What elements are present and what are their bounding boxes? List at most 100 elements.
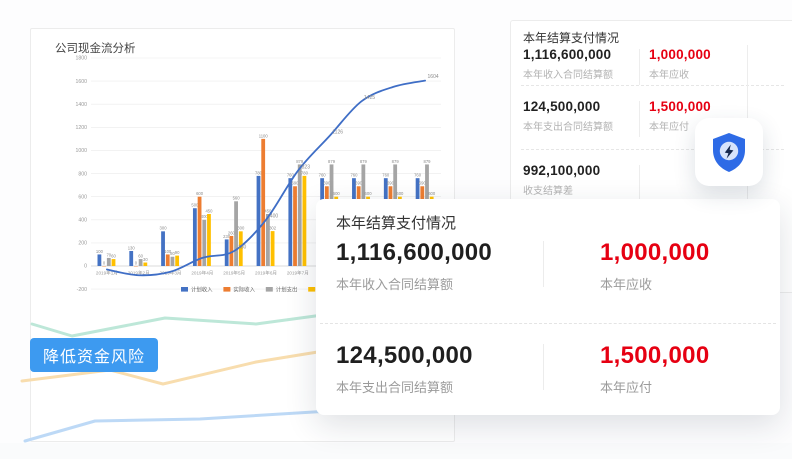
- summary-row-expense: 124,500,000 本年支出合同结算额 1,500,000 本年应付: [523, 99, 792, 145]
- svg-text:80: 80: [170, 251, 175, 256]
- svg-text:823: 823: [302, 164, 311, 170]
- svg-text:90: 90: [175, 250, 180, 255]
- svg-text:70: 70: [106, 252, 111, 257]
- svg-text:230: 230: [223, 234, 231, 239]
- svg-text:1604: 1604: [428, 74, 439, 80]
- svg-text:1000: 1000: [75, 148, 87, 154]
- overlay-row-income: 1,116,600,000 本年收入合同结算额 1,000,000 本年应收: [336, 239, 764, 303]
- svg-text:879: 879: [360, 159, 368, 164]
- svg-text:1126: 1126: [332, 129, 343, 135]
- svg-text:600: 600: [365, 191, 373, 196]
- svg-text:760: 760: [382, 173, 390, 178]
- svg-text:400: 400: [78, 217, 87, 223]
- summary-panel-title: 本年结算支付情况: [523, 31, 620, 45]
- svg-text:760: 760: [287, 173, 295, 178]
- svg-text:2019年5月: 2019年5月: [223, 270, 245, 277]
- svg-text:690: 690: [419, 181, 427, 186]
- svg-text:879: 879: [392, 159, 400, 164]
- svg-text:760: 760: [350, 173, 358, 178]
- dotted-divider: [320, 323, 776, 324]
- overlay-payable-value: 1,500,000: [600, 342, 710, 369]
- svg-text:200: 200: [78, 241, 87, 247]
- svg-text:400: 400: [201, 214, 209, 219]
- svg-text:760: 760: [319, 173, 327, 178]
- shield-lightning-icon: [713, 133, 745, 172]
- svg-text:2019年6月: 2019年6月: [255, 270, 277, 277]
- svg-text:879: 879: [296, 159, 304, 164]
- svg-text:302: 302: [269, 226, 277, 231]
- svg-text:500: 500: [191, 203, 199, 208]
- payable-label: 本年应付: [649, 122, 689, 133]
- svg-text:60: 60: [138, 253, 143, 258]
- svg-text:800: 800: [78, 171, 87, 177]
- payable-value: 1,500,000: [649, 99, 711, 114]
- income-settlement-label: 本年收入合同结算额: [523, 70, 613, 81]
- balance-label: 收支结算差: [523, 186, 573, 197]
- column-divider: [639, 165, 640, 201]
- svg-text:1200: 1200: [75, 125, 87, 131]
- svg-text:-200: -200: [77, 287, 87, 293]
- svg-text:130: 130: [238, 244, 247, 250]
- svg-text:2019年1月: 2019年1月: [96, 270, 118, 277]
- bottom-strip: [0, 443, 792, 459]
- receivable-value: 1,000,000: [649, 47, 711, 62]
- svg-text:450: 450: [264, 208, 272, 213]
- column-divider: [543, 344, 544, 390]
- dotted-divider: [521, 149, 784, 150]
- expense-settlement-label: 本年支出合同结算额: [523, 122, 613, 133]
- svg-text:260: 260: [228, 230, 236, 235]
- expense-settlement-value: 124,500,000: [523, 99, 601, 114]
- summary-row-income: 1,116,600,000 本年收入合同结算额 1,000,000 本年应收: [523, 47, 792, 93]
- svg-text:2019年4月: 2019年4月: [191, 270, 213, 277]
- overlay-income-value: 1,116,600,000: [336, 239, 493, 266]
- svg-text:879: 879: [328, 159, 336, 164]
- svg-text:2019年7月: 2019年7月: [287, 270, 309, 277]
- svg-text:780: 780: [255, 170, 263, 175]
- svg-text:600: 600: [428, 191, 436, 196]
- svg-text:600: 600: [396, 191, 404, 196]
- svg-text:760: 760: [414, 173, 422, 178]
- svg-text:100: 100: [96, 249, 104, 254]
- svg-text:690: 690: [387, 181, 395, 186]
- overlay-receivable-label: 本年应收: [600, 277, 653, 292]
- dotted-divider: [521, 85, 784, 86]
- summary-row-balance: 992,100,000 收支结算差: [523, 163, 792, 209]
- svg-text:100: 100: [164, 249, 172, 254]
- overlay-expense-value: 124,500,000: [336, 342, 473, 369]
- svg-text:600: 600: [78, 194, 87, 200]
- svg-text:0: 0: [103, 260, 106, 265]
- svg-text:1100: 1100: [259, 133, 269, 138]
- svg-text:0: 0: [135, 260, 138, 265]
- svg-text:60: 60: [111, 253, 116, 258]
- reduce-risk-badge[interactable]: 降低资金风险: [30, 338, 159, 372]
- svg-text:879: 879: [423, 159, 431, 164]
- svg-text:2019年2月: 2019年2月: [128, 270, 150, 277]
- svg-text:600: 600: [333, 191, 341, 196]
- overlay-row-expense: 124,500,000 本年支出合同结算额 1,500,000 本年应付: [336, 342, 764, 406]
- svg-text:560: 560: [233, 196, 241, 201]
- svg-text:450: 450: [205, 208, 213, 213]
- column-divider: [639, 49, 640, 85]
- svg-text:400: 400: [270, 213, 279, 219]
- svg-text:300: 300: [237, 226, 245, 231]
- svg-text:690: 690: [323, 181, 331, 186]
- column-divider: [543, 241, 544, 287]
- income-settlement-value: 1,116,600,000: [523, 47, 612, 62]
- svg-text:1400: 1400: [75, 102, 87, 108]
- overlay-receivable-value: 1,000,000: [600, 239, 710, 266]
- svg-text:1800: 1800: [75, 56, 87, 62]
- svg-text:690: 690: [292, 181, 300, 186]
- cashflow-card-title: 公司现金流分析: [55, 43, 136, 55]
- balance-value: 992,100,000: [523, 163, 601, 178]
- overlay-payable-label: 本年应付: [600, 380, 653, 395]
- overlay-title: 本年结算支付情况: [336, 215, 457, 232]
- svg-text:实际收入: 实际收入: [233, 285, 255, 293]
- svg-text:1600: 1600: [75, 79, 87, 85]
- receivable-label: 本年应收: [649, 70, 689, 81]
- security-shield-card[interactable]: [695, 118, 763, 186]
- svg-text:130: 130: [128, 245, 136, 250]
- svg-text:2019年3月: 2019年3月: [160, 270, 182, 277]
- overlay-expense-label: 本年支出合同结算额: [336, 380, 454, 395]
- svg-text:计划支出: 计划支出: [276, 285, 298, 293]
